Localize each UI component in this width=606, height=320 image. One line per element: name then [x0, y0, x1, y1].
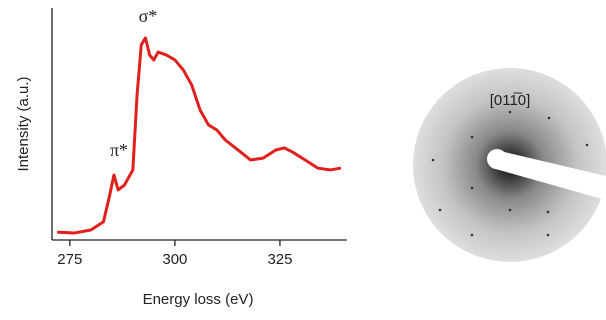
zone-axis-label: [011̅0] — [490, 92, 531, 109]
figure: [011̅0] 275 300 325 Energy loss (eV) Intensi… — [0, 0, 606, 320]
x-axis-label: Energy loss (eV) — [143, 291, 254, 308]
y-axis-label: Intensity (a.u.) — [15, 76, 32, 171]
spectrum-line — [57, 38, 341, 233]
x-tick-label: 275 — [57, 251, 82, 268]
diffraction-pattern: [011̅0] — [413, 68, 606, 262]
beam-stop-tip — [487, 149, 507, 169]
annotation: σ* — [139, 6, 158, 26]
x-tick-label: 300 — [162, 251, 187, 268]
annotation: π* — [110, 140, 128, 160]
x-tick-label: 325 — [267, 251, 292, 268]
